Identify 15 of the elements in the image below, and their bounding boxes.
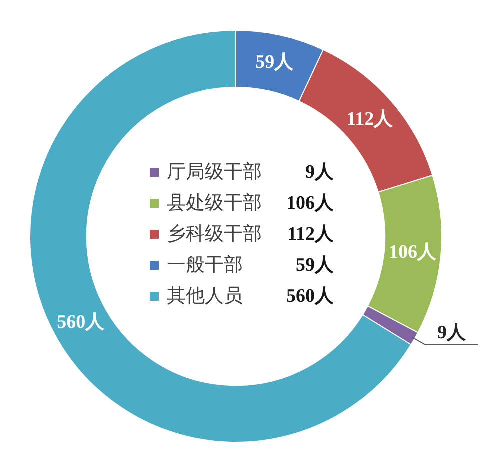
text: 106人 xyxy=(286,193,334,214)
legend-label: 一般干部 xyxy=(167,253,243,278)
text: 9人 xyxy=(306,162,334,183)
data-label: 560人 xyxy=(57,312,106,333)
text: 59人 xyxy=(296,255,334,276)
text: 112人 xyxy=(288,224,334,245)
legend-label: 其他人员 xyxy=(167,284,243,309)
data-label: 106人 xyxy=(389,242,438,263)
text: 560人 xyxy=(286,286,334,307)
data-label: 9人 xyxy=(437,322,467,344)
data-label: 112人 xyxy=(346,108,394,130)
legend-label: 厅局级干部 xyxy=(167,160,262,185)
legend-label: 县处级干部 xyxy=(167,191,262,216)
data-label: 59人 xyxy=(256,52,295,74)
legend-label: 乡科级干部 xyxy=(167,222,262,247)
